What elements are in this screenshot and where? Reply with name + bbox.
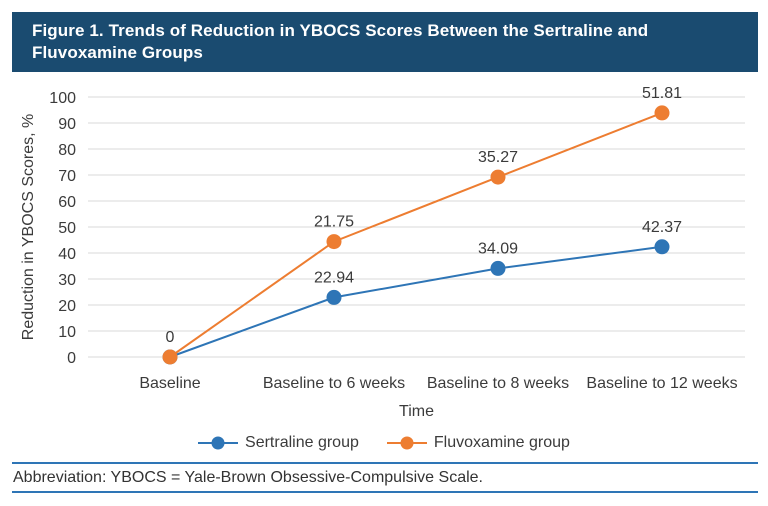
- chart-legend: Sertraline group Fluvoxamine group: [0, 434, 768, 452]
- data-label: 42.37: [642, 219, 682, 236]
- legend-item: Fluvoxamine group: [386, 434, 570, 452]
- footer-divider-bottom: [12, 491, 758, 493]
- fluvoxamine-group-point: [162, 349, 178, 365]
- x-tick-label: Baseline to 8 weeks: [427, 375, 569, 392]
- y-tick-label: 40: [58, 246, 76, 263]
- y-tick-label: 20: [58, 298, 76, 315]
- x-tick-label: Baseline: [139, 375, 200, 392]
- legend-label: Fluvoxamine group: [433, 434, 570, 451]
- sertraline-group-point: [654, 239, 670, 255]
- sertraline-group-line: [169, 245, 663, 358]
- y-tick-label: 0: [67, 350, 76, 367]
- y-tick-label: 10: [58, 324, 76, 341]
- sertraline-group-point: [326, 289, 342, 305]
- data-label: 51.81: [642, 85, 682, 102]
- data-label: 22.94: [314, 269, 354, 286]
- data-label: 21.75: [314, 214, 354, 231]
- sertraline-group-point: [490, 260, 506, 276]
- legend-item: Sertraline group: [198, 434, 359, 452]
- y-tick-label: 60: [58, 194, 76, 211]
- y-tick-label: 80: [58, 142, 76, 159]
- fluvoxamine-group-point: [654, 105, 670, 121]
- y-axis-title: Reduction in YBOCS Scores, %: [20, 114, 37, 340]
- fluvoxamine-group-line: [169, 111, 663, 358]
- fluvoxamine-group-point: [326, 234, 342, 250]
- x-axis-title: Time: [399, 403, 434, 420]
- fluvoxamine-group-point: [490, 169, 506, 185]
- legend-marker-icon: [198, 436, 239, 450]
- legend-label: Sertraline group: [245, 434, 359, 451]
- y-tick-label: 50: [58, 220, 76, 237]
- data-label: 35.27: [478, 149, 518, 166]
- figure-title-line-2: Fluvoxamine Groups: [32, 43, 203, 62]
- data-label: 0: [166, 329, 175, 346]
- figure-title-bar: Figure 1. Trends of Reduction in YBOCS S…: [12, 12, 758, 72]
- y-tick-label: 30: [58, 272, 76, 289]
- abbreviation-note: Abbreviation: YBOCS = Yale-Brown Obsessi…: [13, 469, 483, 486]
- legend-marker-icon: [386, 436, 427, 450]
- data-label: 34.09: [478, 240, 518, 257]
- y-tick-label: 100: [49, 90, 76, 107]
- x-tick-label: Baseline to 6 weeks: [263, 375, 405, 392]
- footer-divider-top: [12, 462, 758, 464]
- y-tick-label: 70: [58, 168, 76, 185]
- y-tick-label: 90: [58, 116, 76, 133]
- figure-title-line-1: Figure 1. Trends of Reduction in YBOCS S…: [32, 21, 649, 40]
- x-tick-label: Baseline to 12 weeks: [586, 375, 737, 392]
